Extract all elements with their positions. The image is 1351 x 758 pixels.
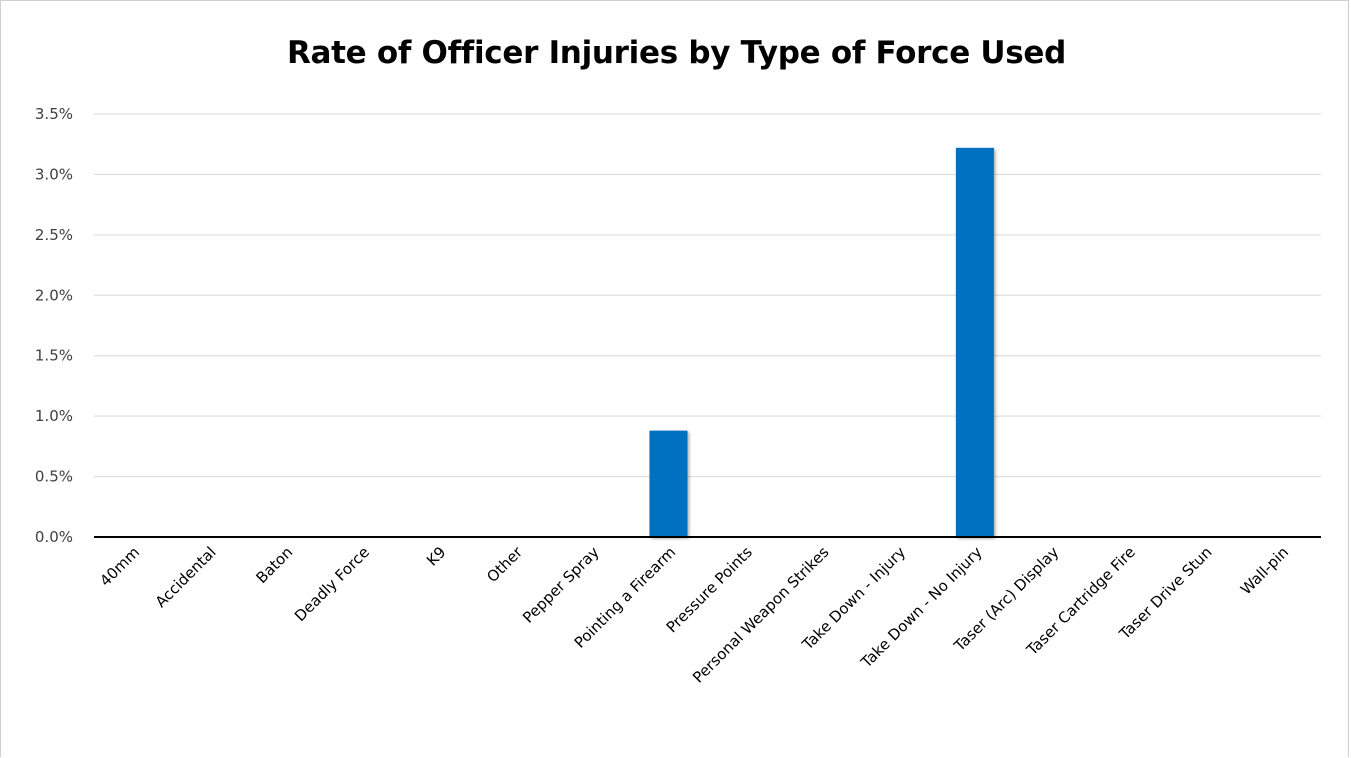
y-tick-label: 3.0% <box>35 165 73 183</box>
y-tick-label: 2.0% <box>35 286 73 304</box>
y-tick-label: 1.0% <box>35 407 73 425</box>
bar-take-down-no-injury <box>955 147 994 537</box>
y-tick-label: 0.5% <box>35 468 73 486</box>
y-tick-label: 0.0% <box>35 528 73 546</box>
x-category-label: Accidental <box>152 543 220 611</box>
bar-pointing-a-firearm <box>649 430 688 537</box>
chart-title: Rate of Officer Injuries by Type of Forc… <box>286 35 1067 71</box>
x-category-label: Baton <box>252 543 296 587</box>
y-tick-label: 3.5% <box>35 105 73 123</box>
y-tick-label: 1.5% <box>35 347 73 365</box>
x-category-label: Pepper Spray <box>519 543 603 627</box>
x-category-label: K9 <box>423 543 449 569</box>
y-tick-label: 2.5% <box>35 226 73 244</box>
x-category-label: Other <box>483 543 526 586</box>
x-category-label: 40mm <box>96 543 143 590</box>
x-category-label: Personal Weapon Strikes <box>689 543 833 687</box>
x-category-label: Wall-pin <box>1237 543 1292 598</box>
x-category-label: Deadly Force <box>291 543 373 625</box>
